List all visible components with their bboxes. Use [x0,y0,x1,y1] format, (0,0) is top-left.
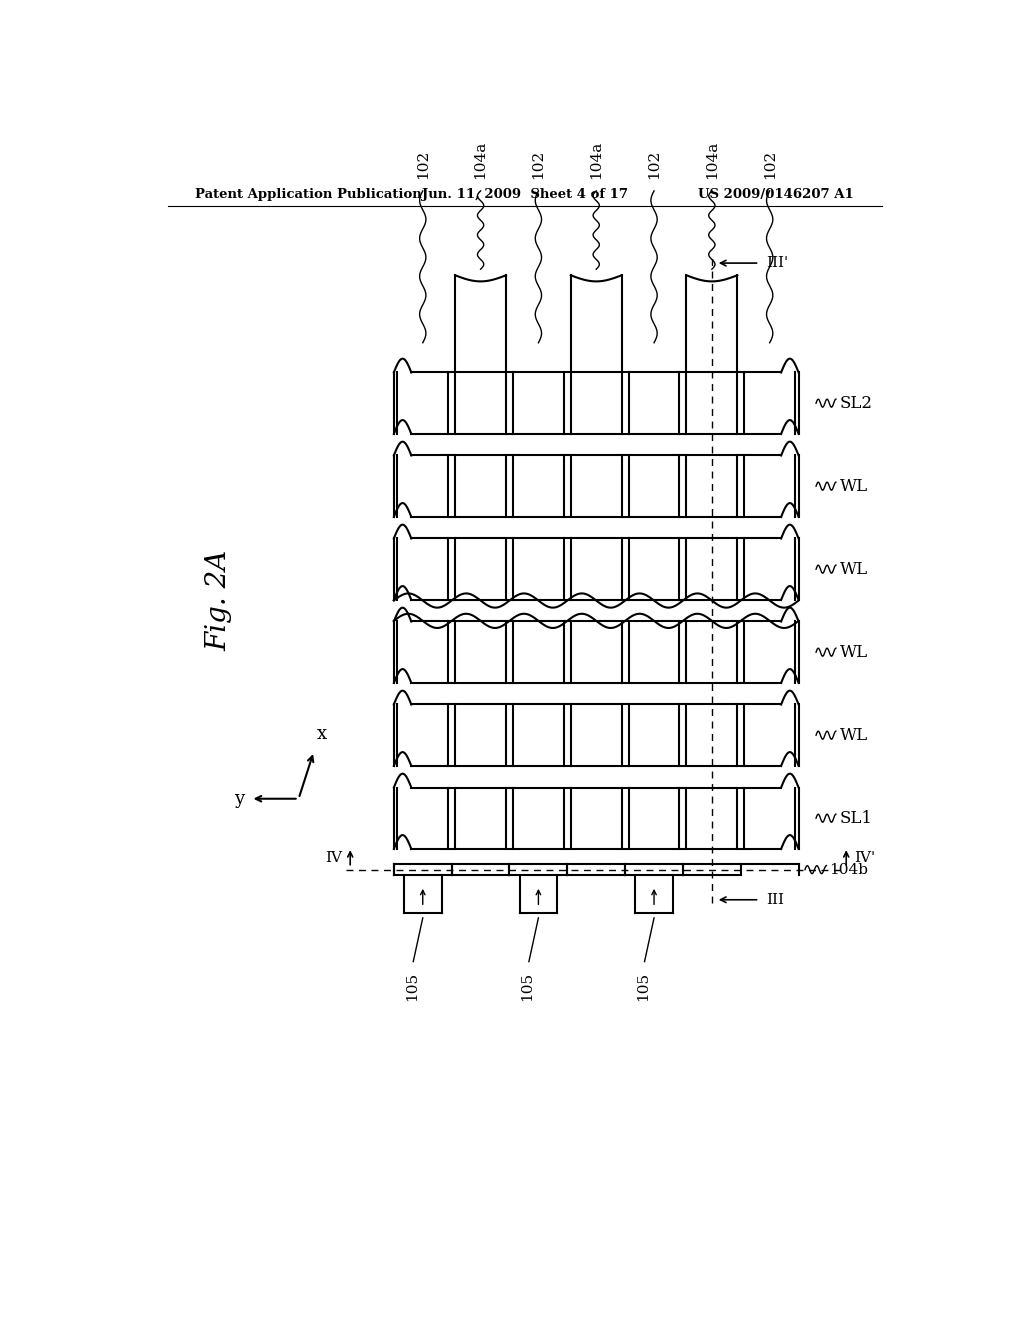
Text: WL: WL [840,727,868,743]
Text: WL: WL [840,561,868,578]
Text: III: III [766,892,783,907]
Text: US 2009/0146207 A1: US 2009/0146207 A1 [698,189,854,202]
Text: IV: IV [326,850,342,865]
Text: Jun. 11, 2009  Sheet 4 of 17: Jun. 11, 2009 Sheet 4 of 17 [422,189,628,202]
Text: 102: 102 [416,149,430,178]
Text: III': III' [766,256,787,271]
Text: WL: WL [840,644,868,661]
Text: 104a: 104a [589,140,603,178]
Text: 105: 105 [520,972,535,1001]
Text: 104a: 104a [473,140,487,178]
Text: 104a: 104a [705,140,719,178]
Text: IV': IV' [854,850,876,865]
Text: Patent Application Publication: Patent Application Publication [196,189,422,202]
Text: 102: 102 [763,149,776,178]
Text: WL: WL [840,478,868,495]
Text: SL1: SL1 [840,809,872,826]
Text: 105: 105 [636,972,650,1001]
Text: y: y [234,789,245,808]
Text: 102: 102 [647,149,662,178]
Text: SL2: SL2 [840,395,872,412]
Text: x: x [317,725,328,743]
Text: 105: 105 [404,972,419,1001]
Text: Fig. 2A: Fig. 2A [206,550,232,651]
Text: 102: 102 [531,149,546,178]
Text: 104b: 104b [828,863,867,876]
